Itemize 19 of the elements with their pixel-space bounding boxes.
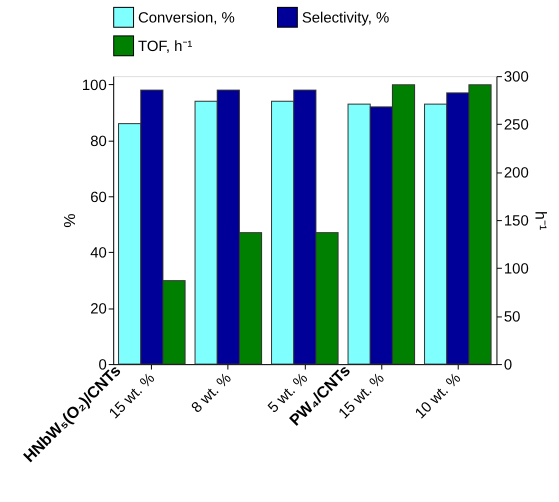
legend-label: Conversion, % (138, 10, 235, 26)
y2-axis-title: h⁻¹ (532, 211, 549, 230)
y2-tick-label: 300 (504, 70, 529, 86)
y2-tick-label: 50 (504, 310, 520, 326)
x-tick-label: 8 wt. % (188, 370, 235, 416)
legend-label: Selectivity, % (302, 10, 390, 26)
y2-tick-label: 150 (504, 214, 529, 230)
legend-label: TOF, h⁻¹ (138, 38, 192, 55)
y-tick-label: 60 (90, 190, 107, 206)
y-axis-title: % (62, 214, 79, 228)
y-tick-label: 100 (82, 78, 107, 94)
y-tick-label: 40 (90, 246, 107, 262)
y2-tick-label: 100 (504, 262, 529, 278)
x-tick-label: 10 wt. % (412, 370, 464, 422)
y2-tick-label: 200 (504, 166, 529, 182)
y-tick-label: 80 (90, 134, 107, 150)
y2-tick-label: 250 (504, 118, 529, 134)
y2-tick-label: 0 (504, 358, 512, 374)
y-tick-label: 20 (90, 302, 107, 318)
